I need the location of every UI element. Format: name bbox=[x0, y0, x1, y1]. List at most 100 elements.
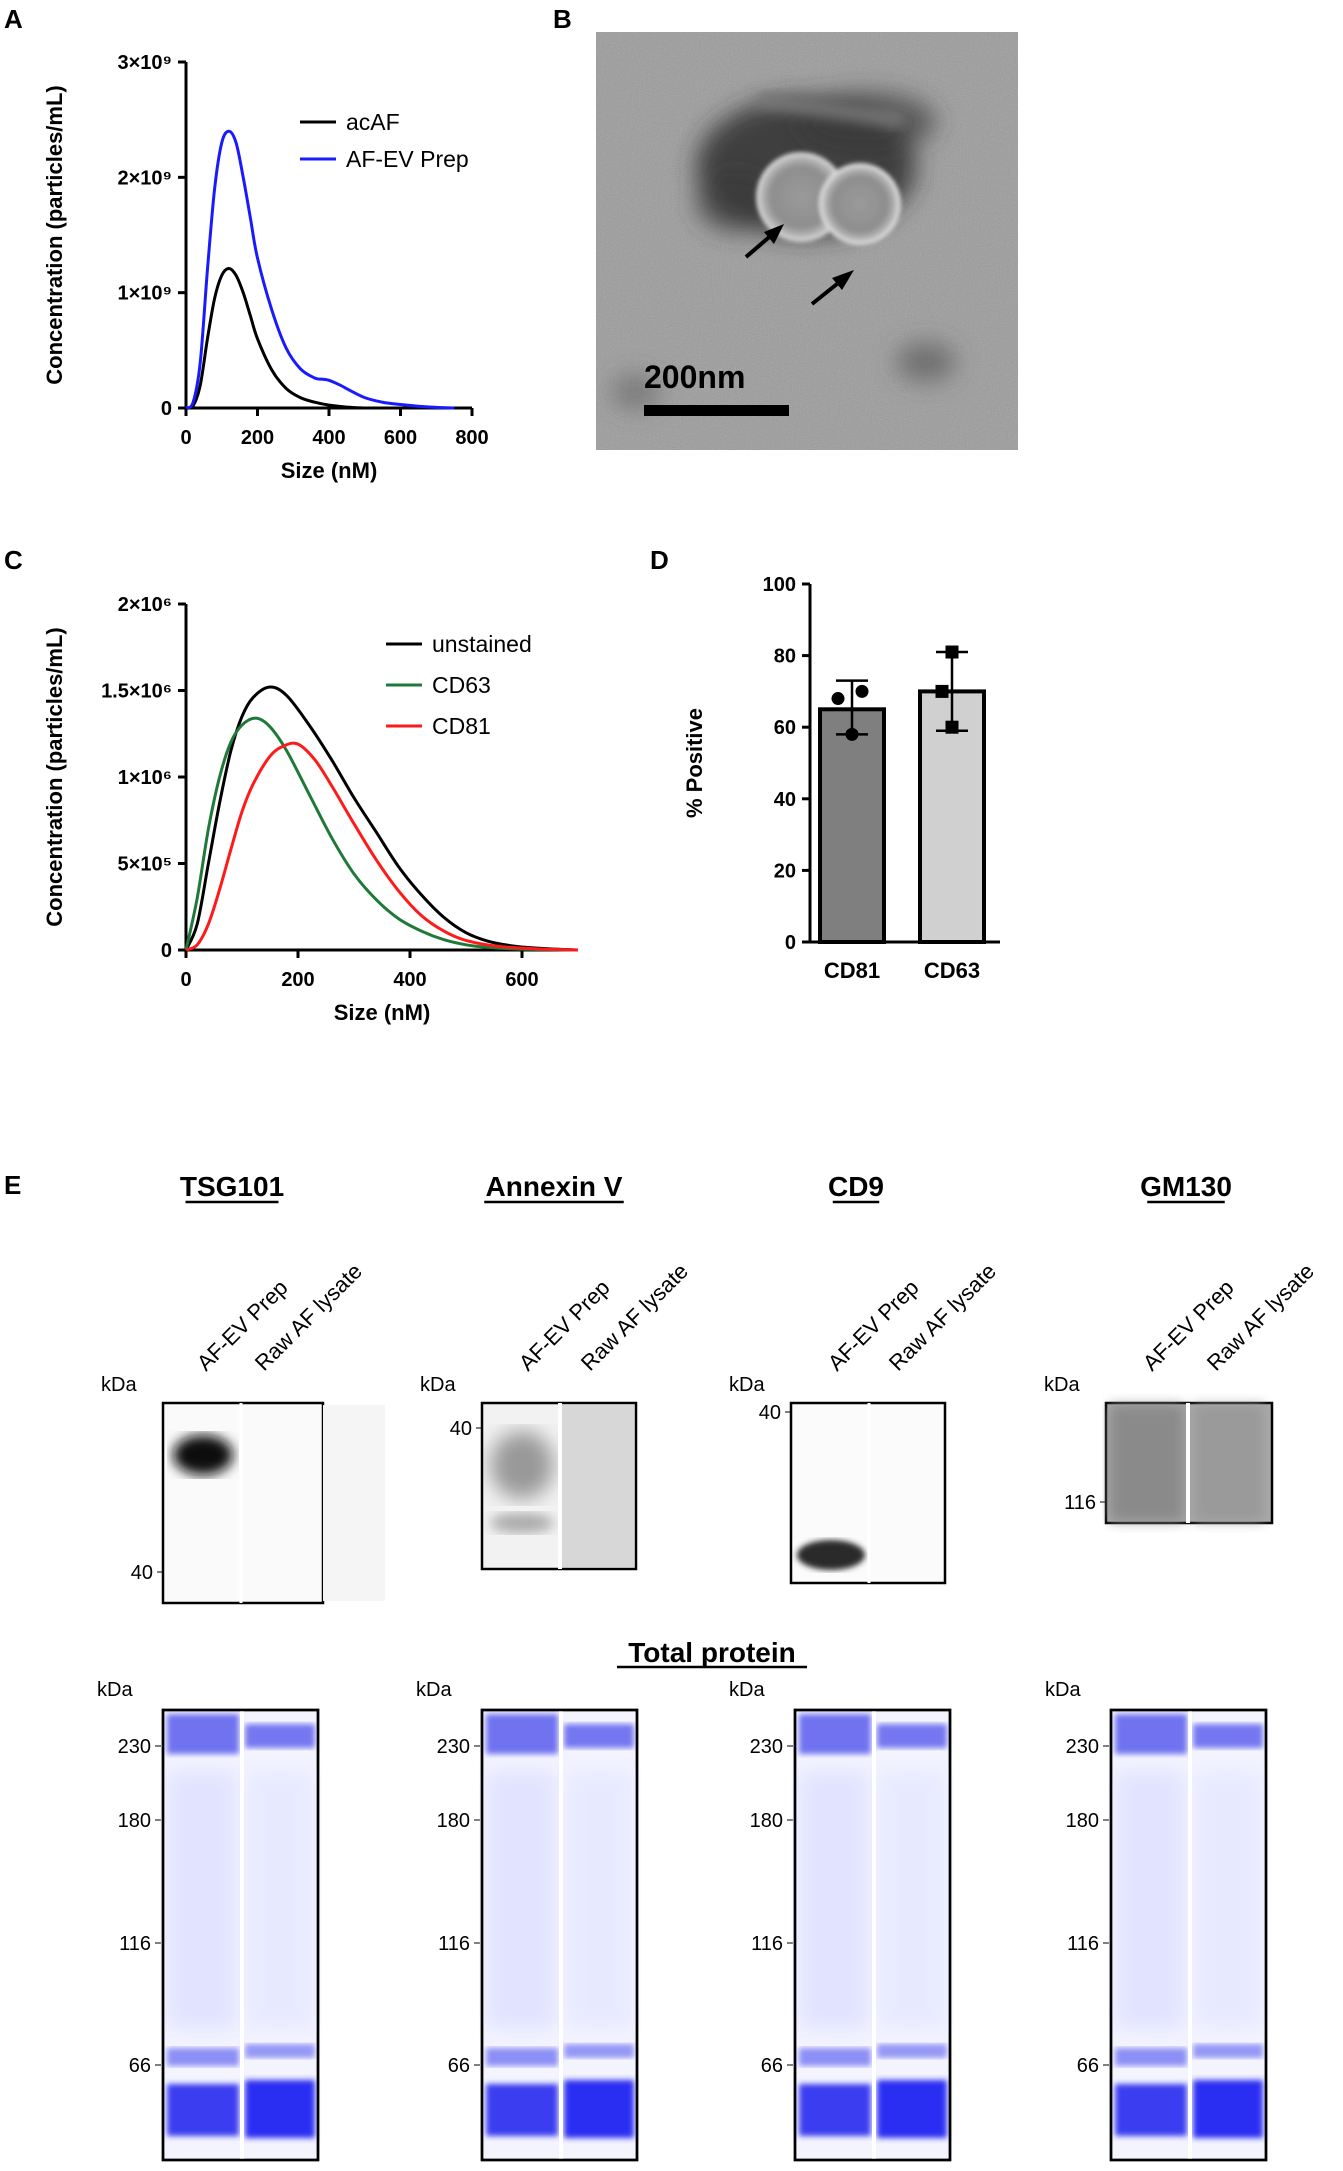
series-line-cd81 bbox=[185, 741, 579, 952]
panel-d-chart: 0 20 40 60 80 100 % Positive CD81 CD63 bbox=[682, 574, 1000, 983]
gel-border bbox=[793, 1708, 952, 2162]
legend-label: unstained bbox=[432, 631, 532, 657]
blot-box-tsg101 bbox=[161, 1401, 325, 1605]
legend-label: CD63 bbox=[432, 672, 491, 698]
band-80-ev bbox=[486, 2048, 558, 2066]
marker-label: 116 bbox=[119, 1933, 151, 1955]
lane-raw bbox=[562, 1405, 634, 1567]
x-tick-label: CD63 bbox=[924, 958, 980, 983]
marker-label: 66 bbox=[129, 2055, 151, 2077]
band-gm130-raw bbox=[1194, 1405, 1264, 1521]
band-230-raw bbox=[564, 1724, 634, 1748]
band-80-raw bbox=[564, 2044, 634, 2058]
x-tick-label: 400 bbox=[393, 969, 426, 991]
band-66-ev bbox=[799, 2084, 871, 2136]
bar-cd81 bbox=[818, 707, 886, 944]
data-point bbox=[935, 684, 949, 698]
y-tick-label: 0 bbox=[161, 398, 172, 420]
blot-title-annexin-v: Annexin V bbox=[486, 1171, 623, 1202]
gel-border bbox=[161, 1708, 320, 2162]
band-80-ev bbox=[167, 2048, 239, 2066]
band-cd9 bbox=[797, 1540, 865, 1570]
panel-a-chart: 0 1×10⁹ 2×10⁹ 3×10⁹ 0 200 400 600 800 Size (nM) Co… bbox=[42, 52, 489, 483]
band-230-ev bbox=[1115, 1714, 1187, 1754]
band-66-raw bbox=[245, 2080, 315, 2138]
band-230-raw bbox=[877, 1724, 947, 1748]
y-tick-label: 1×10⁹ bbox=[117, 283, 172, 305]
y-tick-label: 100 bbox=[763, 574, 796, 596]
panel-label-a: A bbox=[4, 4, 23, 34]
gel-smear bbox=[1193, 1770, 1263, 2030]
y-tick-label: 0 bbox=[161, 940, 172, 962]
series-line-acaf bbox=[185, 266, 365, 410]
kda-label: kDa bbox=[420, 1374, 456, 1396]
lane-label: Raw AF lysate bbox=[576, 1258, 693, 1375]
x-tick-label: 0 bbox=[180, 969, 191, 991]
gel-smear bbox=[1115, 1770, 1185, 2030]
blot-extra-lane bbox=[323, 1405, 385, 1601]
marker-label: 66 bbox=[761, 2055, 783, 2077]
y-axis-label: Concentration (particles/mL) bbox=[42, 627, 67, 926]
kda-label: kDa bbox=[97, 1679, 133, 1701]
band-80-ev bbox=[1115, 2048, 1187, 2066]
blot-title-tsg101: TSG101 bbox=[180, 1171, 284, 1202]
y-axis-label: Concentration (particles/mL) bbox=[42, 85, 67, 384]
data-point bbox=[945, 645, 959, 659]
total-protein-title: Total protein bbox=[628, 1637, 795, 1668]
data-point bbox=[855, 684, 869, 698]
marker-label: 66 bbox=[448, 2055, 470, 2077]
y-tick-label: 1×10⁶ bbox=[118, 767, 172, 789]
kda-label: kDa bbox=[416, 1679, 452, 1701]
panel-label-e: E bbox=[4, 1170, 22, 1200]
marker-label: 40 bbox=[131, 1562, 153, 1584]
band-annexin-v bbox=[490, 1431, 554, 1499]
marker-label: 180 bbox=[118, 1810, 151, 1832]
y-tick-label: 2×10⁹ bbox=[117, 167, 172, 189]
series-line-af-ev-prep bbox=[185, 129, 455, 410]
y-tick-label: 80 bbox=[774, 646, 796, 668]
blot-title-gm130: GM130 bbox=[1140, 1171, 1232, 1202]
band-80-raw bbox=[1193, 2044, 1263, 2058]
band-66-ev bbox=[486, 2084, 558, 2136]
y-tick-label: 0 bbox=[785, 932, 796, 954]
marker-label: 66 bbox=[1077, 2055, 1099, 2077]
marker-label: 230 bbox=[437, 1736, 470, 1758]
band-230-raw bbox=[1193, 1724, 1263, 1748]
marker-label: 230 bbox=[750, 1736, 783, 1758]
marker-label: 180 bbox=[750, 1810, 783, 1832]
marker-label: 180 bbox=[437, 1810, 470, 1832]
scale-bar-label: 200nm bbox=[644, 359, 745, 395]
band-66-raw bbox=[564, 2080, 634, 2138]
x-tick-label: CD81 bbox=[824, 958, 880, 983]
x-tick-label: 0 bbox=[180, 427, 191, 449]
marker-label: 230 bbox=[118, 1736, 151, 1758]
legend-label: acAF bbox=[346, 109, 400, 135]
blot-title-cd9: CD9 bbox=[828, 1171, 884, 1202]
band-230-ev bbox=[486, 1714, 558, 1754]
y-tick-label: 5×10⁵ bbox=[118, 854, 172, 876]
y-axis-label: % Positive bbox=[682, 708, 707, 818]
kda-label: kDa bbox=[1044, 1374, 1080, 1396]
kda-label: kDa bbox=[729, 1679, 765, 1701]
x-axis-label: Size (nM) bbox=[334, 1000, 431, 1025]
gel-smear bbox=[564, 1770, 634, 2030]
series-line-cd63 bbox=[184, 716, 579, 952]
marker-label: 40 bbox=[450, 1418, 472, 1440]
marker-label: 40 bbox=[759, 1402, 781, 1424]
marker-label: 180 bbox=[1066, 1810, 1099, 1832]
x-tick-label: 200 bbox=[241, 427, 274, 449]
arrow-icon-1 bbox=[744, 224, 784, 259]
scale-bar bbox=[644, 405, 789, 416]
x-tick-label: 800 bbox=[455, 427, 488, 449]
panel-label-c: C bbox=[4, 545, 23, 575]
band-230-raw bbox=[245, 1724, 315, 1748]
band-66-ev bbox=[1115, 2084, 1187, 2136]
y-tick-label: 40 bbox=[774, 789, 796, 811]
band-230-ev bbox=[167, 1714, 239, 1754]
x-tick-label: 200 bbox=[281, 969, 314, 991]
band-66-ev bbox=[167, 2084, 239, 2136]
marker-label: 116 bbox=[751, 1933, 783, 1955]
gel-border bbox=[480, 1708, 639, 2162]
data-point bbox=[945, 720, 959, 734]
